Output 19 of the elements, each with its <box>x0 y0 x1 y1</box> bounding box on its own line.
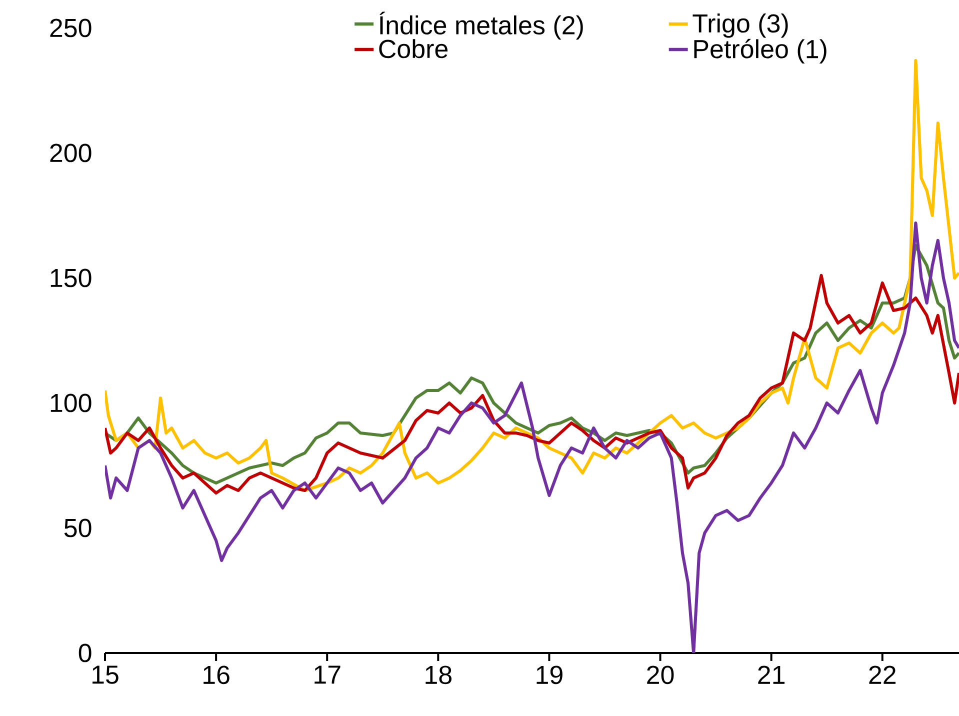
y-tick-label: 250 <box>50 18 92 38</box>
legend-label: Cobre <box>379 39 448 58</box>
x-tick-label: 20 <box>647 666 674 684</box>
legend-label: Índice metales (2) <box>380 12 583 40</box>
y-tick-label: 50 <box>64 518 92 538</box>
legend-label: Petróleo (1) <box>694 38 826 64</box>
y-tick-label: 0 <box>78 644 92 662</box>
x-tick-label: 16 <box>204 666 230 684</box>
x-tick-label: 15 <box>92 666 118 684</box>
y-tick-label: 150 <box>50 268 92 288</box>
x-tick-label: 17 <box>314 666 340 684</box>
x-tick-label: 18 <box>426 666 452 684</box>
x-tick-label: 19 <box>536 666 562 684</box>
y-tick-label: 200 <box>50 144 92 162</box>
line-series <box>105 221 959 653</box>
legend-label: Trigo (3) <box>692 14 788 38</box>
y-tick-label: 100 <box>50 394 92 412</box>
x-tick-label: 22 <box>869 666 896 684</box>
x-tick-label: 21 <box>758 666 785 684</box>
